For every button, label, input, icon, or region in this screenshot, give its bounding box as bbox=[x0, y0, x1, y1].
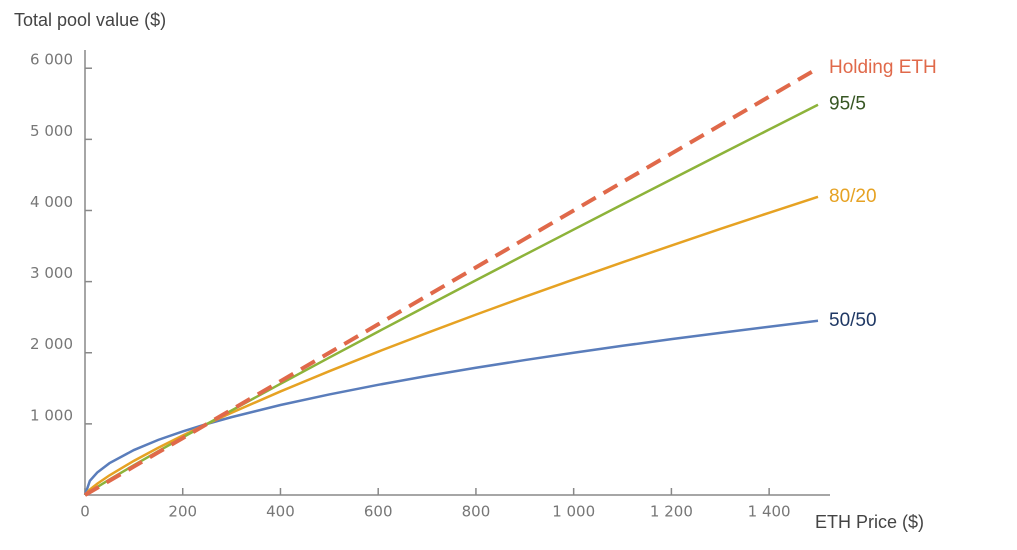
y-tick-label: 6 000 bbox=[30, 51, 73, 69]
y-tick-label: 3 000 bbox=[30, 264, 73, 282]
x-tick-label: 1 400 bbox=[748, 503, 791, 521]
series-label: 50/50 bbox=[829, 310, 877, 331]
series-line bbox=[84, 195, 819, 496]
y-tick-label: 1 000 bbox=[30, 406, 73, 424]
x-tick-label: 600 bbox=[364, 503, 393, 521]
y-axis-title: Total pool value ($) bbox=[14, 10, 166, 30]
series-line bbox=[83, 319, 819, 496]
x-tick-label: 800 bbox=[462, 503, 491, 521]
series-line bbox=[84, 103, 819, 497]
x-axis-title: ETH Price ($) bbox=[815, 512, 924, 532]
x-tick-label: 1 000 bbox=[552, 503, 595, 521]
x-tick-label: 400 bbox=[266, 503, 295, 521]
series-line bbox=[83, 66, 820, 497]
y-tick-label: 5 000 bbox=[30, 122, 73, 140]
x-tick-label: 1 200 bbox=[650, 503, 693, 521]
y-tick-label: 2 000 bbox=[30, 335, 73, 353]
x-tick-label: 0 bbox=[80, 503, 90, 521]
series-label: 95/5 bbox=[829, 94, 866, 115]
x-tick-label: 200 bbox=[168, 503, 197, 521]
series-label: Holding ETH bbox=[829, 57, 937, 78]
series-label: 80/20 bbox=[829, 186, 877, 207]
y-tick-label: 4 000 bbox=[30, 193, 73, 211]
